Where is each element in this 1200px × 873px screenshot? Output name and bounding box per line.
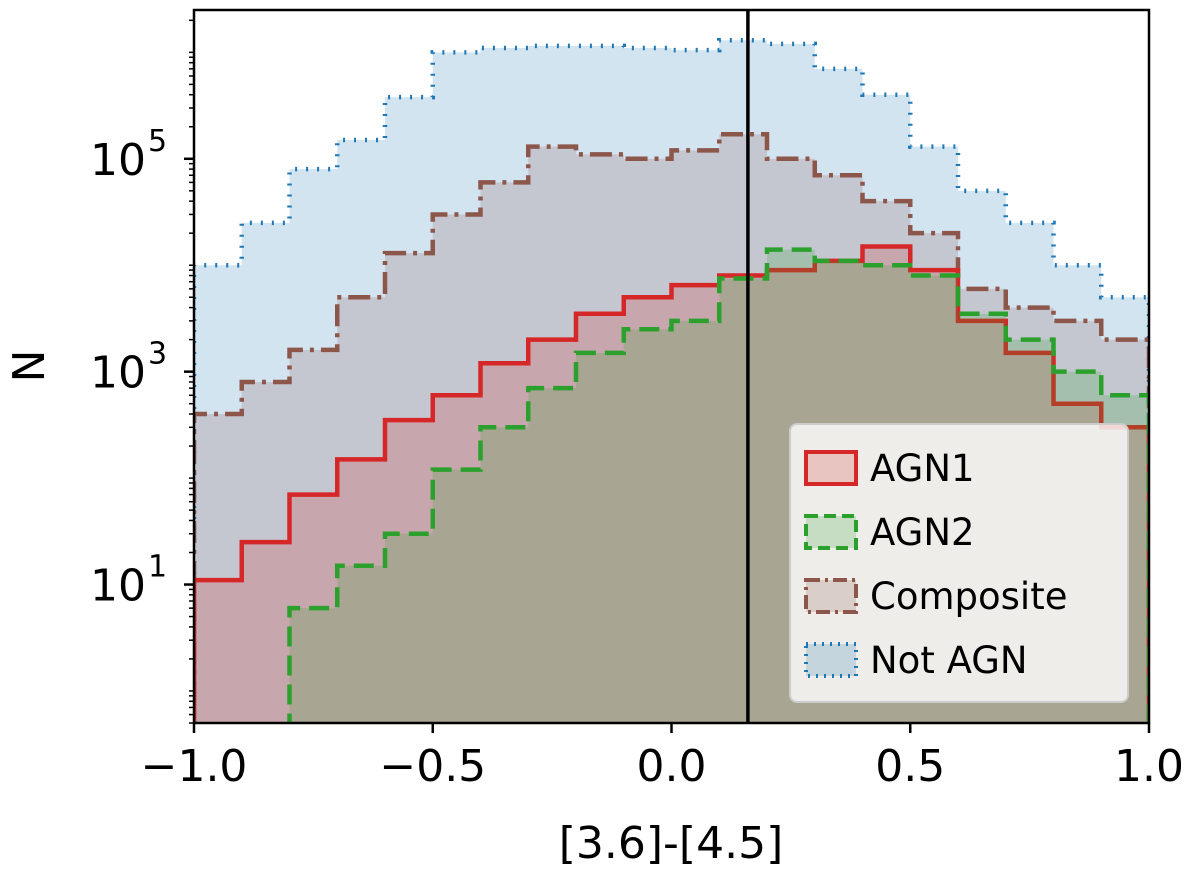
x-tick-label: −0.5: [379, 741, 486, 792]
y-tick-label-exponent: 1: [148, 550, 167, 585]
y-tick-label: 10: [90, 561, 146, 612]
legend-item-composite: Composite: [804, 575, 1067, 618]
y-tick-label: 10: [90, 348, 146, 399]
y-tick-label-exponent: 5: [148, 124, 167, 159]
series-line-composite: [194, 132, 1149, 723]
x-tick-label: 0.0: [637, 741, 707, 792]
legend-label-not-agn: Not AGN: [870, 639, 1028, 682]
legend-item-agn1: AGN1: [804, 447, 975, 490]
series-line-agn2: [287, 247, 1149, 723]
legend-label-composite: Composite: [870, 575, 1067, 618]
legend-swatch-agn1: [804, 450, 858, 486]
legend-swatch-composite: [804, 578, 858, 614]
y-tick-label-exponent: 3: [148, 337, 167, 372]
x-axis: −1.0 −0.5 0.0 0.5 1.0: [141, 723, 1184, 792]
legend-swatch-not-agn: [804, 642, 858, 678]
legend-item-agn2: AGN2: [804, 511, 975, 554]
y-tick-label: 10: [90, 135, 146, 186]
legend: AGN1 AGN2 Composite Not AGN: [789, 423, 1129, 703]
x-tick-label: 1.0: [1114, 741, 1184, 792]
x-tick-label: −1.0: [141, 741, 248, 792]
legend-label-agn1: AGN1: [870, 447, 975, 490]
legend-box: [789, 423, 1129, 703]
x-axis-label: [3.6]-[4.5]: [559, 818, 784, 869]
y-axis-label: N: [4, 350, 55, 383]
legend-item-not-agn: Not AGN: [804, 639, 1028, 682]
legend-swatch-agn2: [804, 514, 858, 550]
x-tick-label: 0.5: [875, 741, 945, 792]
legend-label-agn2: AGN2: [870, 511, 975, 554]
